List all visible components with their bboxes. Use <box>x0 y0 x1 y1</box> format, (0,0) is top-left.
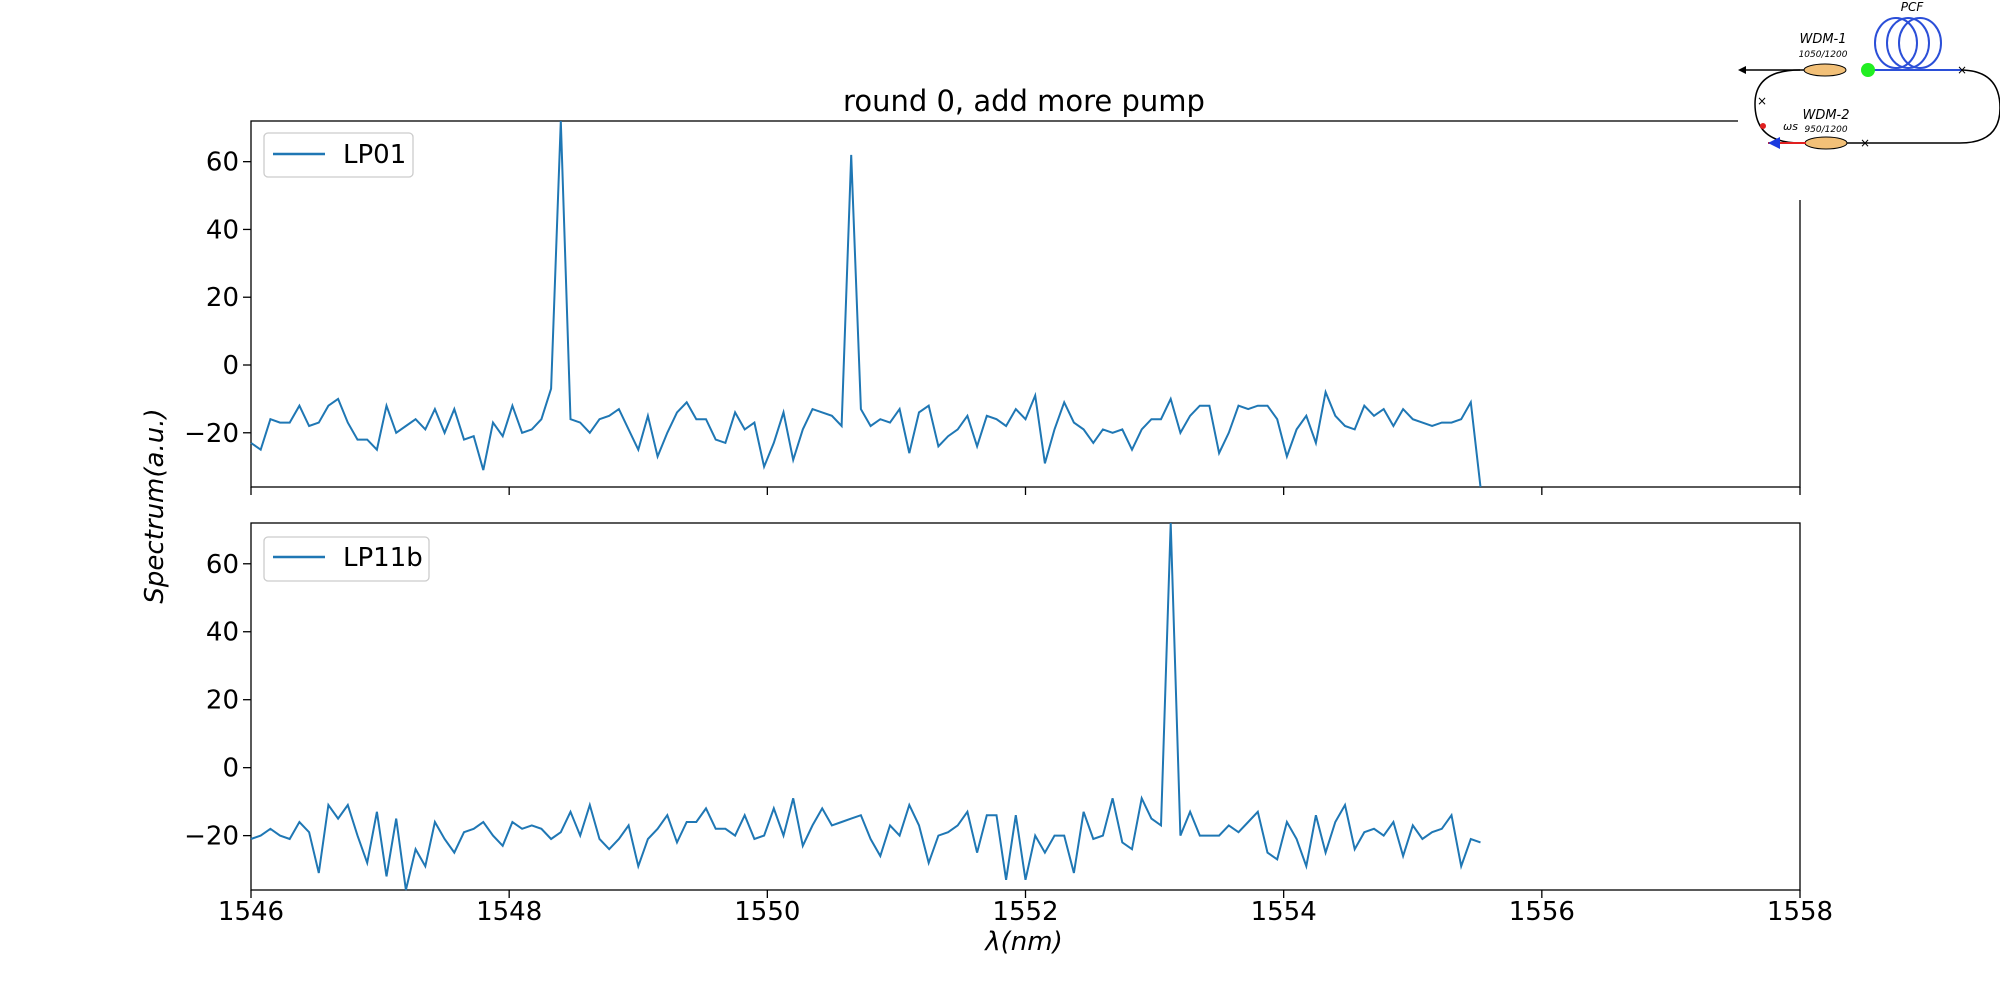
wdm1-spec: 1050/1200 <box>1799 50 1848 60</box>
inset-background <box>1738 0 2000 200</box>
lp11b-series-line <box>250 522 1481 891</box>
top-panel-y-ticks: 60 40 20 0 −20 <box>184 148 1801 495</box>
x-tick-label: 1558 <box>1767 897 1833 927</box>
wdm2-coupler-icon <box>1804 136 1848 150</box>
top-panel: 60 40 20 0 −20 LP01 <box>184 120 1801 495</box>
x-tick-label: 1546 <box>218 897 284 927</box>
y-tick-label: 60 <box>206 550 239 580</box>
x-axis-ticks: 1546 1548 1550 1552 1554 1556 1558 <box>218 890 1833 927</box>
y-tick-label: 0 <box>222 351 239 381</box>
legend-label-lp01: LP01 <box>343 140 406 170</box>
x-tick-label: 1548 <box>476 897 542 927</box>
x-tick-label: 1550 <box>734 897 800 927</box>
y-tick-label: 60 <box>206 148 239 178</box>
y-tick-label: −20 <box>184 822 239 852</box>
wdm2-spec: 950/1200 <box>1804 125 1847 135</box>
legend-box <box>263 132 414 178</box>
wdm2-label: WDM-2 <box>1802 108 1849 123</box>
legend-box <box>263 536 430 582</box>
y-tick-label: 20 <box>206 686 239 716</box>
y-tick-label: 40 <box>206 618 239 648</box>
pcf-label: PCF <box>1901 0 1925 14</box>
x-tick-label: 1552 <box>992 897 1058 927</box>
legend-label-lp11b: LP11b <box>343 543 423 573</box>
top-panel-legend: LP01 <box>263 132 414 178</box>
y-tick-label: 20 <box>206 283 239 313</box>
pcf-coil-icon <box>1874 17 1942 69</box>
x-tick-label: 1556 <box>1509 897 1575 927</box>
signal-arrow-icon <box>1768 137 1780 149</box>
wdm1-label: WDM-1 <box>1799 32 1846 47</box>
bottom-panel-legend: LP11b <box>263 536 430 582</box>
y-axis-label: Spectrum(a.u.) <box>140 408 170 603</box>
y-tick-label: −20 <box>184 419 239 449</box>
y-tick-label: 40 <box>206 215 239 245</box>
splice-mark-2: × <box>1860 136 1870 150</box>
red-marker-icon <box>1760 123 1766 129</box>
y-tick-label: 0 <box>222 754 239 784</box>
chart-title: round 0, add more pump <box>843 84 1205 118</box>
top-panel-frame <box>250 120 1801 488</box>
splice-mark-1: × <box>1757 94 1767 108</box>
wdm1-coupler-icon <box>1803 63 1847 77</box>
x-axis-label: λ(nm) <box>983 927 1062 957</box>
pump-node-icon <box>1861 63 1875 77</box>
x-tick-label: 1554 <box>1251 897 1317 927</box>
fiber-loop <box>1840 69 2000 144</box>
splice-mark-3: × <box>1957 63 1967 77</box>
lp01-series-line <box>250 120 1482 488</box>
bottom-panel-y-ticks: 60 40 20 0 −20 <box>184 550 251 852</box>
output-arrow-icon <box>1738 66 1746 74</box>
fiber-laser-schematic-inset: PCF WDM-1 1050/1200 WDM-2 950/1200 ωs × … <box>1738 0 2000 200</box>
bottom-panel-frame <box>250 522 1801 891</box>
omega-label: ωs <box>1783 120 1798 133</box>
